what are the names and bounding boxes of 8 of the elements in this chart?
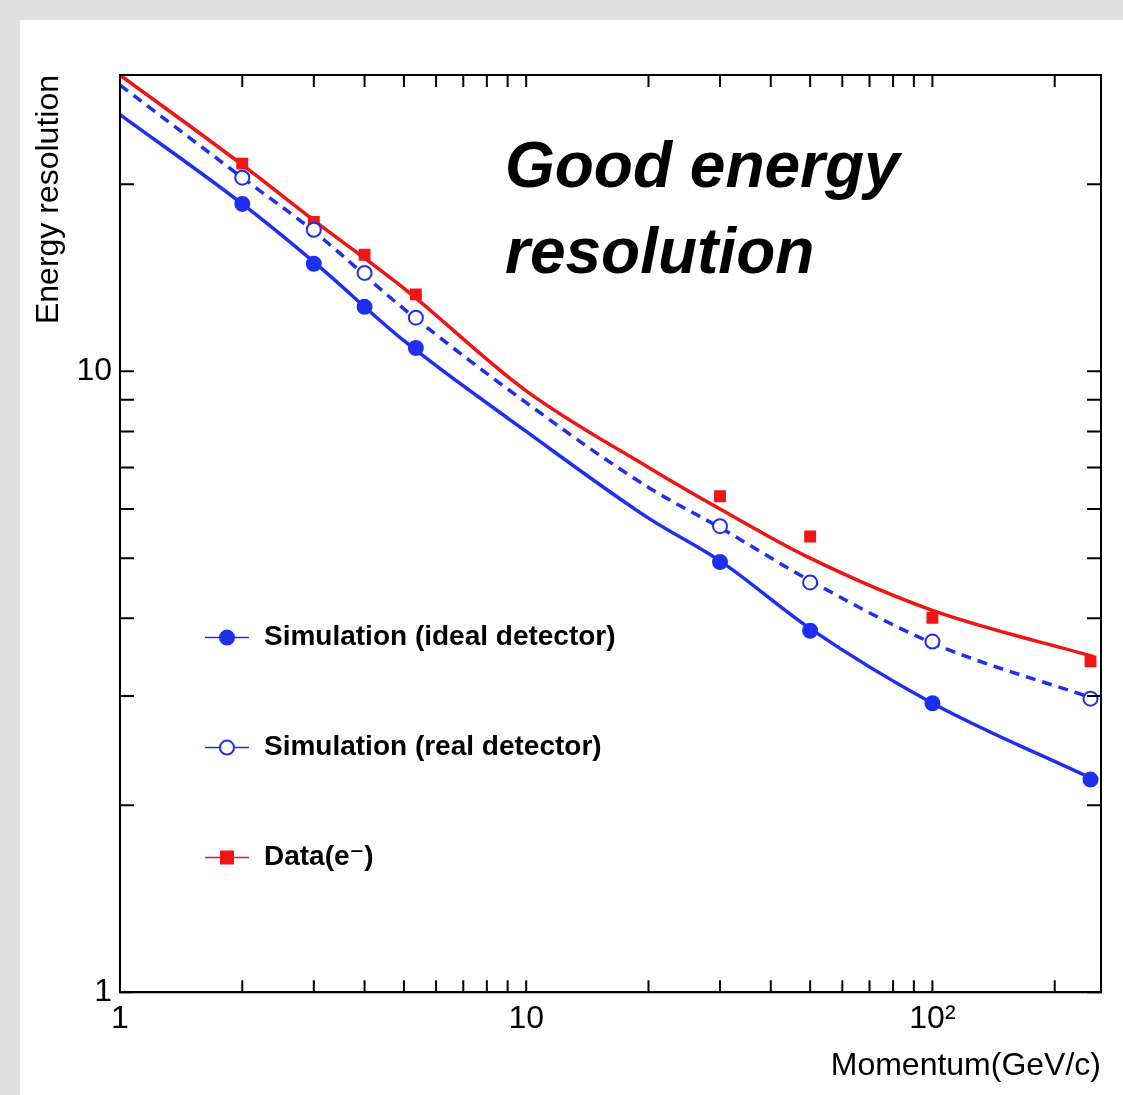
annotation: Good energy resolution xyxy=(504,129,904,287)
legend-label: Simulation (real detector) xyxy=(263,730,602,762)
x-axis-title: Momentum(GeV/c) xyxy=(830,1045,1101,1082)
legend-label: Data(e⁻) xyxy=(263,840,374,872)
x-tick-label: 10 xyxy=(508,999,545,1036)
legend-label: Simulation (ideal detector) xyxy=(263,620,616,652)
x-tick-label: 10² xyxy=(909,999,956,1036)
y-axis-title: Energy resolution xyxy=(29,75,66,325)
